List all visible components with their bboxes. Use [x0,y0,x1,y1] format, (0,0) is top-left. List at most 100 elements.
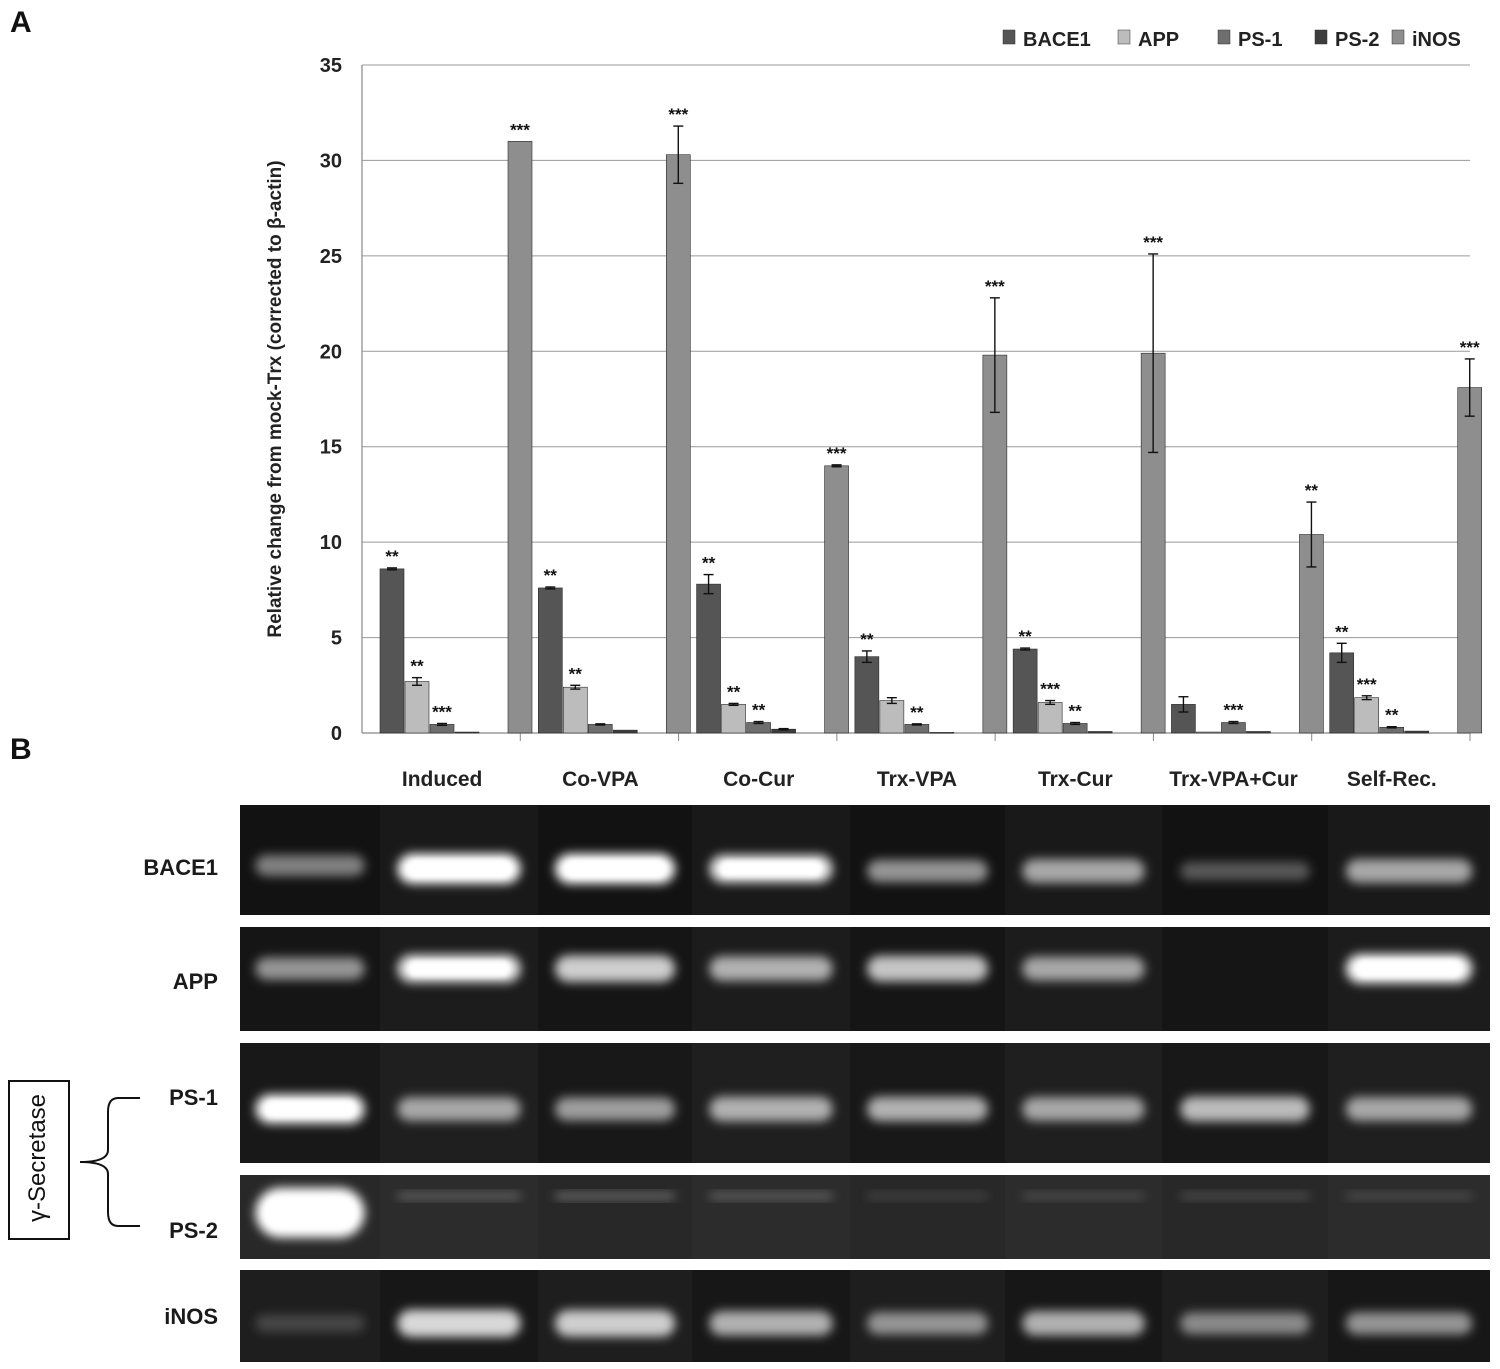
gel-band [1345,1312,1473,1335]
bar [404,681,430,734]
significance-label: *** [510,120,530,139]
legend-label: PS-1 [1238,29,1282,51]
significance-label: *** [1040,680,1060,699]
gel-band [867,1193,988,1199]
significance-label: ** [752,701,766,720]
gel-band [867,859,988,883]
gel-band [709,956,833,981]
gel-lane [1162,1175,1328,1259]
significance-label: ** [544,566,558,585]
legend-swatch [1117,29,1131,45]
gel-band-core [264,1197,356,1228]
gel-band [1180,1312,1310,1335]
gel-band [1022,1097,1145,1121]
legend-swatch [1314,29,1328,45]
bar [1037,702,1063,734]
gel-band [1345,1097,1473,1121]
legend-label: iNOS [1412,29,1461,51]
gel-band [554,1193,676,1199]
bar [612,729,638,734]
gamma-secretase-label: γ-Secretase [24,1093,51,1223]
gel-band [1345,1193,1473,1199]
bar [665,154,691,734]
legend-swatch [1217,29,1231,45]
gel-band-core [407,859,511,878]
x-tick-label: Co-VPA [562,768,639,791]
bar [879,700,905,734]
gel-band [554,1310,676,1337]
gel-band [1022,1193,1145,1199]
significance-label: ** [702,554,716,573]
gel-band [255,855,365,876]
gel-band [1022,859,1145,883]
bar [537,587,563,734]
x-tick-label: Co-Cur [723,768,794,791]
legend-swatch [1002,29,1016,45]
gel-band [1180,861,1310,881]
significance-label: ** [569,664,583,683]
significance-label: ** [860,630,874,649]
y-tick-label: 10 [320,532,342,554]
bar [454,731,480,734]
significance-label: *** [1143,233,1163,252]
gel-row-label: APP [172,969,218,994]
bar [1012,648,1038,734]
panel-a-label: A [10,6,32,39]
gel-lane [692,1175,850,1259]
significance-label: ** [910,703,924,722]
bar [696,583,721,734]
gel-band [867,955,988,982]
significance-label: ** [1335,622,1349,641]
x-tick-label: Trx-Cur [1038,768,1113,791]
bar [1354,697,1380,734]
gel-band [709,1311,833,1336]
significance-label: *** [827,444,847,463]
significance-label: *** [668,105,688,124]
bar [904,724,930,734]
bar [824,465,849,734]
bar [1246,731,1271,734]
legend-label: PS-2 [1335,29,1379,51]
x-tick-label: Trx-VPA+Cur [1169,768,1298,791]
significance-label: ** [1019,627,1033,646]
significance-label: *** [985,277,1005,296]
panel-b-label: B [10,733,32,766]
y-tick-label: 25 [320,246,342,268]
gel-band-core [719,860,823,878]
significance-label: ** [1385,706,1399,725]
gel-band [867,1096,988,1122]
gamma-secretase-box [8,1080,70,1240]
gel-band [867,1312,988,1335]
gel-band [397,1309,521,1337]
legend-label: APP [1138,29,1179,51]
gel-band-core [407,960,511,977]
gel-band [1180,1096,1310,1122]
bar-chart: 0 5 10 15 20 25 30 35 Relative change from mock-… [265,55,1483,791]
gel-row-label: BACE1 [143,855,218,880]
y-tick-label: 15 [320,437,342,459]
y-tick-label: 5 [331,628,342,650]
gel-lane [1162,927,1328,1031]
legend-swatch [1391,29,1405,45]
gel-band-core [1355,959,1463,978]
significance-label: ** [410,657,424,676]
y-axis-label: Relative change from mock-Trx (corrected… [265,160,286,637]
gel-band [1022,1311,1145,1336]
significance-label: *** [432,702,452,721]
bar [1404,730,1430,734]
gel-lane [1005,1175,1162,1259]
y-tick-label: 20 [320,341,342,363]
significance-label: ** [385,547,399,566]
chart-legend: BACE1 APP PS-1 PS-2 iNOS [1002,29,1461,51]
gel-image [79,805,1490,1362]
bar [379,568,405,734]
gel-band [255,1315,365,1332]
gel-lane [850,1175,1005,1259]
bar [1087,731,1113,734]
x-tick-label: Self-Rec. [1347,768,1437,791]
gel-band [397,1097,521,1121]
gel-band-core [564,859,666,878]
significance-label: *** [1460,338,1480,357]
significance-label: ** [1305,481,1319,500]
group-bracket [79,1097,140,1227]
